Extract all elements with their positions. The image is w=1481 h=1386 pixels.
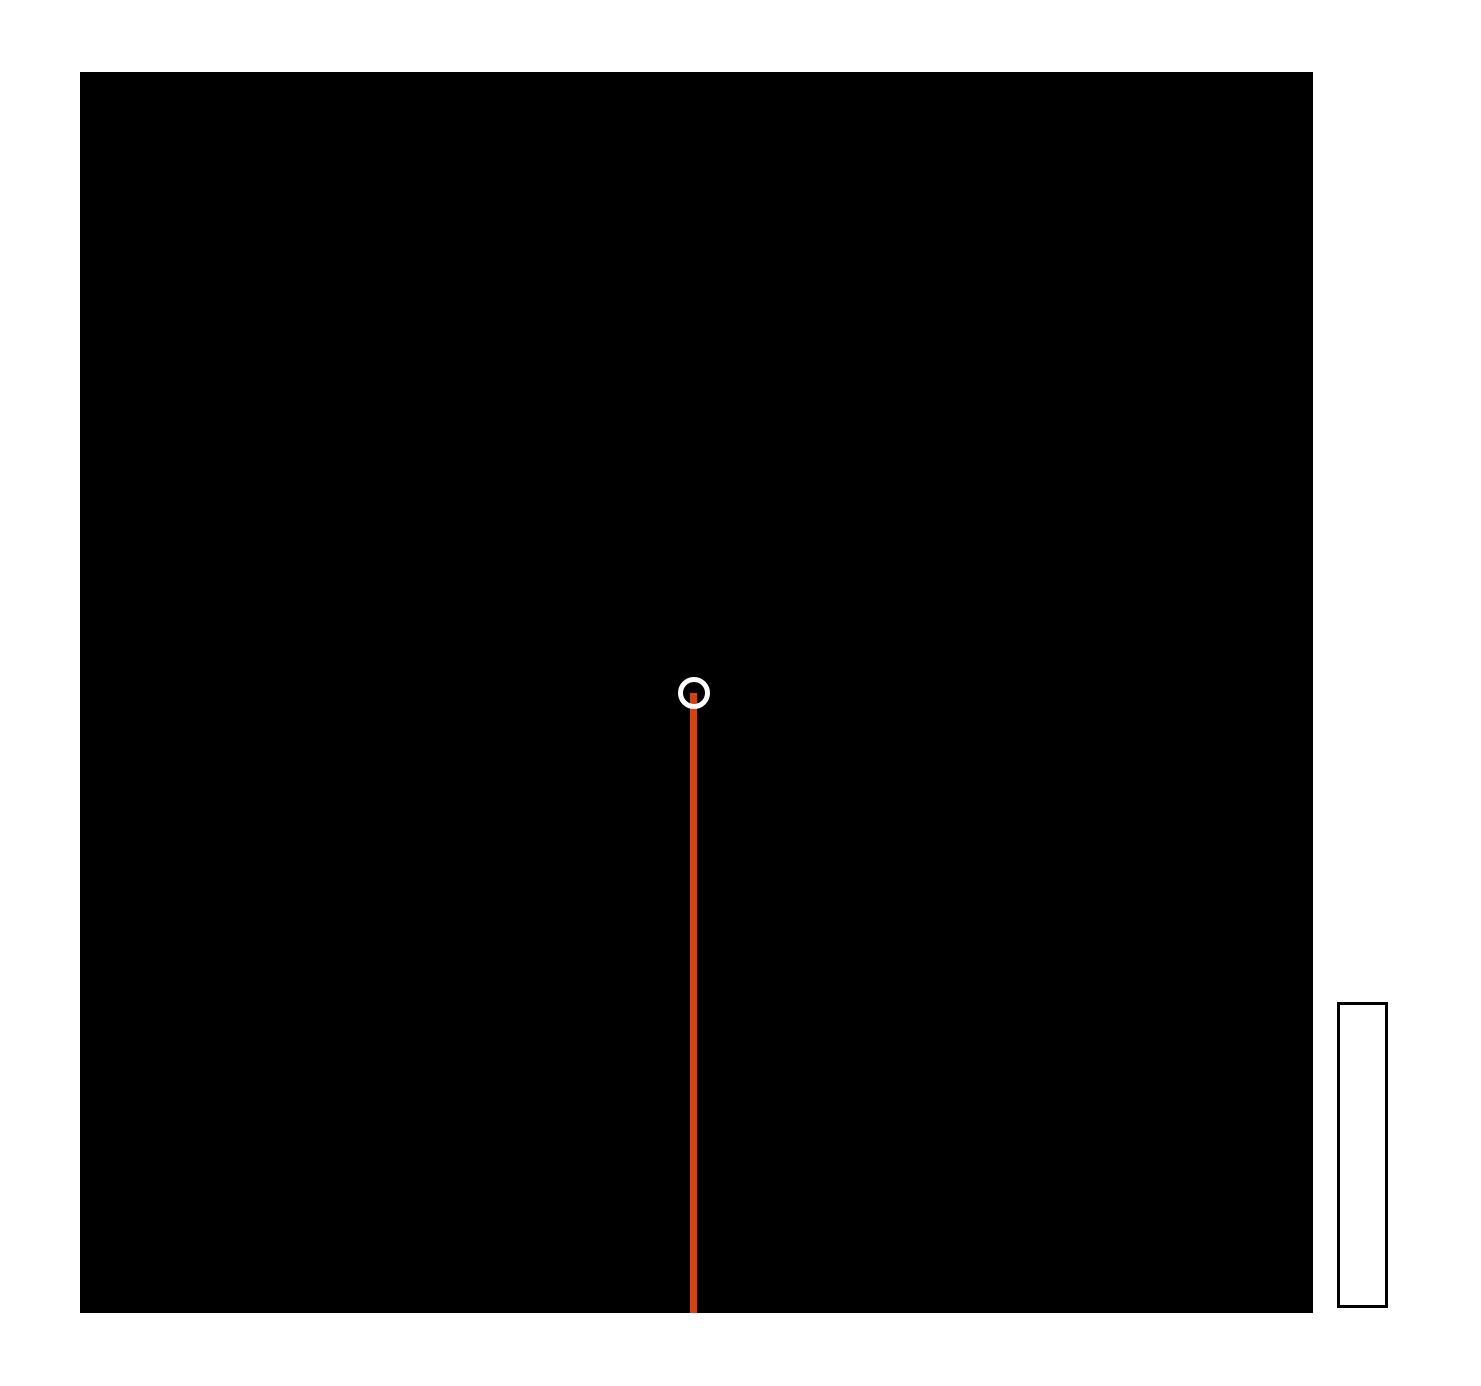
annotation-arrows	[80, 72, 1313, 1313]
polar-plot-area	[80, 72, 1313, 1313]
meridian-180-line	[690, 693, 697, 1313]
colorbar-tick-marks	[1340, 1005, 1385, 1305]
colorbar	[1337, 1002, 1388, 1308]
pole-marker-ring	[678, 677, 710, 709]
